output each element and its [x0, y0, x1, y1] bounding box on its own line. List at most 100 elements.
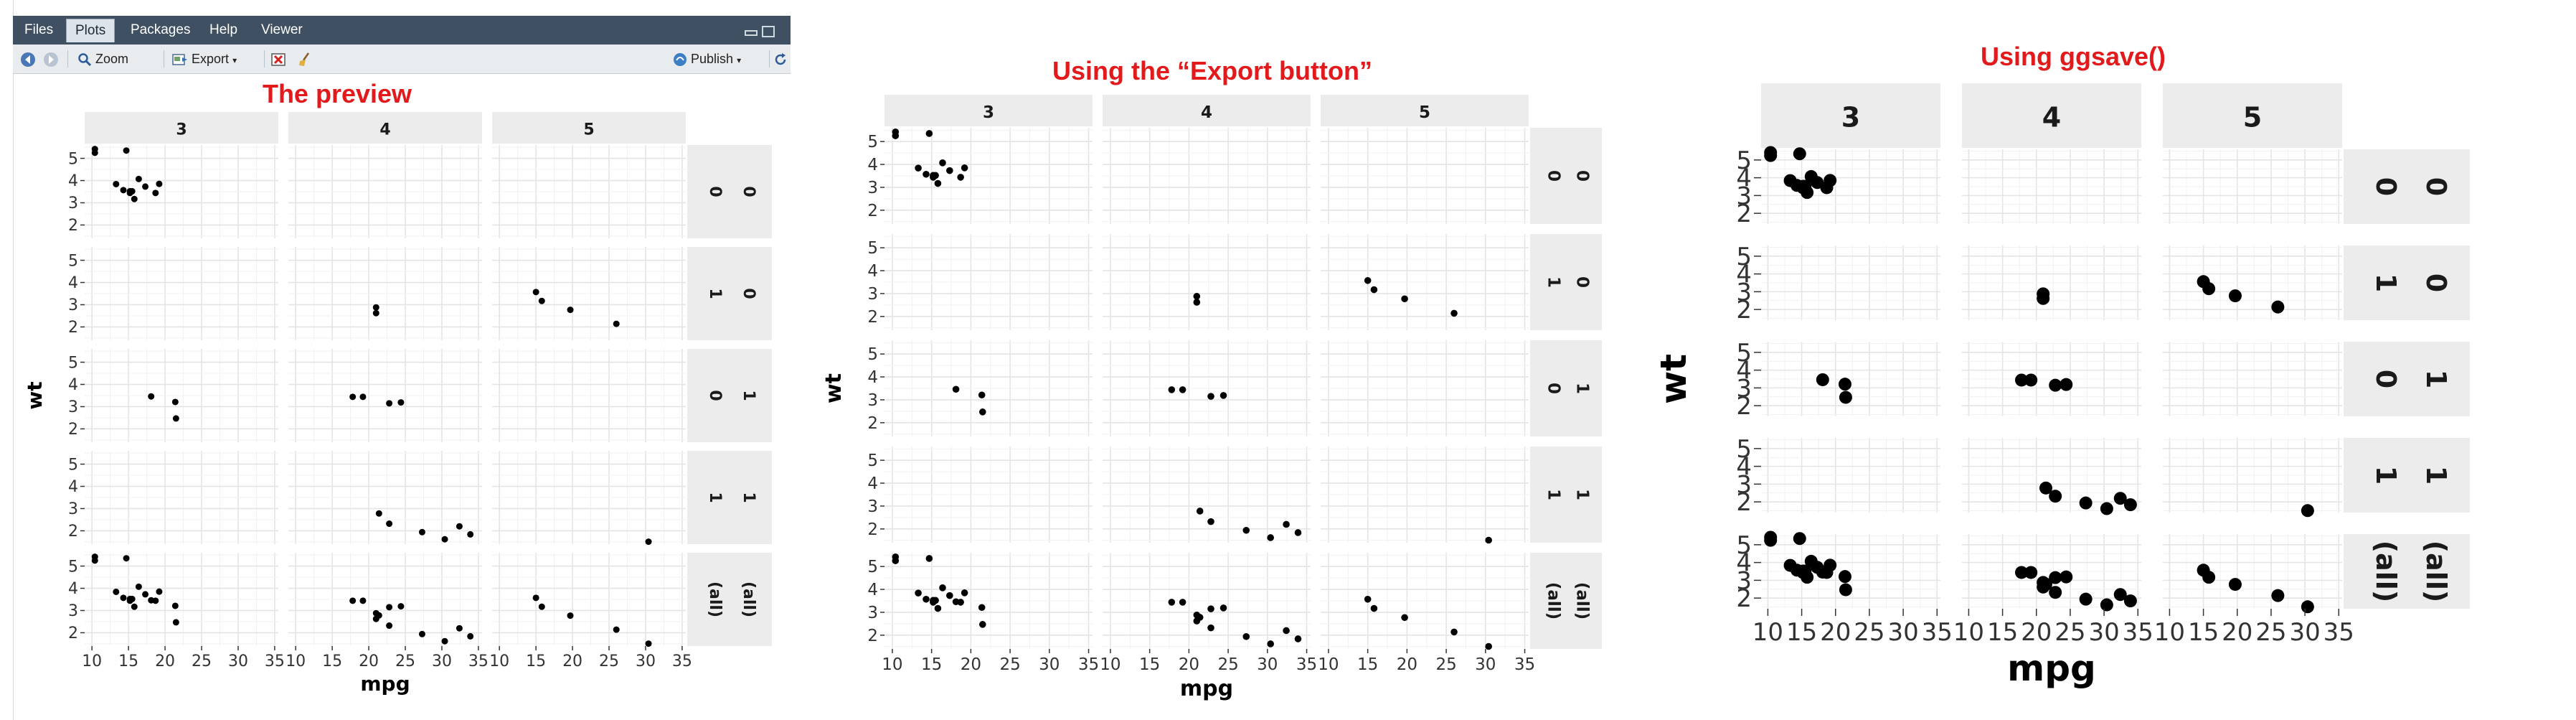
data-point [1839, 583, 1852, 597]
maximize-pane-icon[interactable] [762, 26, 775, 37]
x-axis-title: mpg [1180, 676, 1233, 701]
data-point [1793, 532, 1806, 546]
forward-arrow-icon[interactable] [43, 49, 59, 69]
export-label: Export [192, 52, 230, 66]
data-point [2100, 598, 2113, 612]
facet-plot-group: 3 4 50 01 00 11 1(all) (all)2345234523452345234… [23, 112, 772, 696]
data-point [148, 597, 155, 604]
row-strip [2344, 438, 2470, 513]
data-point [892, 128, 900, 136]
data-point [2037, 287, 2050, 301]
data-point [538, 603, 545, 610]
y-tick-label: 2 [867, 520, 878, 539]
data-point [120, 187, 127, 194]
y-tick-label: 2 [1736, 584, 1752, 613]
data-point [456, 625, 463, 632]
data-point [386, 604, 393, 611]
y-tick-label: 4 [1736, 164, 1752, 193]
back-arrow-icon[interactable] [20, 49, 36, 69]
facet-plot-group: 3 4 50 01 00 11 1(all) (all)2345234523452345234… [821, 95, 1602, 701]
data-point [397, 603, 405, 610]
row-strip-label: 1 [706, 492, 724, 502]
data-point [978, 391, 986, 399]
data-point [892, 553, 900, 561]
y-tick-label: 2 [68, 217, 78, 235]
row-strip-label: 0 [706, 390, 724, 401]
publish-button[interactable]: Publish ▾ [673, 49, 741, 69]
row-strip-label: 0 [2420, 177, 2452, 196]
row-strip-label: 1 [2370, 273, 2402, 292]
row-strip [687, 247, 772, 340]
tab-help[interactable]: Help [209, 22, 238, 37]
x-tick-label: 20 [2222, 618, 2252, 647]
zoom-button[interactable]: Zoom [77, 49, 128, 69]
x-tick-label: 35 [1296, 655, 1317, 674]
y-tick-label: 5 [867, 239, 878, 258]
x-tick-label: 15 [1139, 655, 1160, 674]
y-tick-label: 3 [1736, 566, 1752, 595]
y-tick-label: 2 [867, 414, 878, 433]
data-point [939, 159, 946, 167]
data-point [142, 183, 149, 190]
data-point [1824, 174, 1837, 187]
y-tick-label: 4 [867, 581, 878, 599]
data-point [2123, 594, 2137, 608]
row-strip [2344, 534, 2470, 609]
clear-all-plots-button[interactable] [297, 49, 313, 69]
x-tick-label: 35 [1514, 655, 1535, 674]
column-strip [2163, 83, 2342, 148]
refresh-icon[interactable] [773, 49, 788, 69]
y-tick-label: 5 [1736, 435, 1752, 464]
data-point [156, 588, 163, 595]
data-point [2015, 373, 2029, 387]
x-tick-label: 35 [265, 653, 285, 670]
tab-plots[interactable]: Plots [66, 19, 115, 42]
data-point [1364, 595, 1372, 603]
data-point [372, 309, 379, 317]
data-point [2049, 490, 2062, 503]
column-strip-label: 5 [583, 121, 594, 139]
x-axis-title: mpg [360, 672, 410, 696]
column-strip-label: 4 [2042, 101, 2061, 133]
data-point [113, 180, 120, 187]
minimize-pane-icon[interactable] [745, 30, 758, 36]
y-tick-label: 5 [68, 558, 78, 576]
data-point [2301, 600, 2314, 614]
data-point [2039, 577, 2052, 591]
y-tick-label: 3 [68, 296, 78, 314]
data-point [957, 174, 964, 181]
x-tick-label: 35 [1078, 655, 1099, 674]
row-strip-label: (all) [706, 581, 724, 617]
y-tick-label: 4 [1736, 357, 1752, 385]
export-button[interactable]: Export ▾ [172, 49, 237, 69]
column-strip [1321, 95, 1529, 126]
data-point [1485, 536, 1492, 544]
x-axis-title: mpg [2007, 647, 2096, 689]
remove-plot-button[interactable] [271, 49, 287, 69]
row-strip-label: 0 [1573, 276, 1592, 288]
tab-files[interactable]: Files [24, 22, 54, 37]
y-tick-label: 3 [68, 195, 78, 212]
y-tick-label: 5 [1736, 339, 1752, 368]
data-point [1193, 292, 1201, 300]
y-tick-label: 2 [867, 202, 878, 220]
x-tick-label: 35 [672, 653, 692, 670]
data-point [978, 604, 986, 612]
x-tick-label: 15 [322, 653, 342, 670]
y-tick-label: 4 [867, 262, 878, 281]
y-tick-label: 2 [1736, 392, 1752, 421]
y-tick-label: 3 [867, 391, 878, 410]
tab-viewer[interactable]: Viewer [261, 22, 303, 37]
tab-packages[interactable]: Packages [131, 22, 191, 37]
x-tick-label: 35 [1922, 618, 1953, 647]
data-point [1193, 299, 1201, 306]
y-tick-label: 3 [1736, 278, 1752, 307]
y-tick-label: 3 [1736, 374, 1752, 403]
y-tick-label: 2 [68, 421, 78, 439]
row-strip-label: 0 [2370, 177, 2402, 196]
data-point [1485, 642, 1492, 650]
broom-icon [299, 52, 310, 67]
data-point [1764, 146, 1778, 159]
data-point [645, 640, 652, 647]
row-strip-label: (all) [1544, 582, 1563, 620]
